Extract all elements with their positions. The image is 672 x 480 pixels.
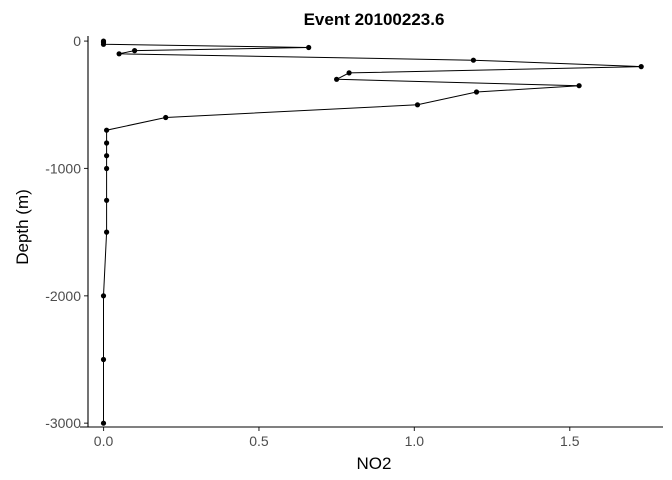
data-point [104, 127, 110, 133]
x-tick-label: 0.0 [94, 433, 114, 449]
x-axis-title: NO2 [357, 454, 392, 473]
data-point [100, 41, 107, 47]
y-tick-label: 0 [73, 33, 81, 49]
x-axis-ticks: 0.0 0.5 1.0 1.5 [94, 427, 580, 449]
data-points [100, 38, 644, 426]
data-point [576, 83, 582, 89]
data-point [104, 229, 110, 235]
y-axis-ticks: 0 -1000 -2000 -3000 [45, 33, 88, 431]
x-tick-label: 0.5 [249, 433, 269, 449]
y-tick-label: -1000 [45, 160, 81, 176]
data-point [470, 57, 476, 63]
data-point [473, 89, 480, 95]
data-point [104, 165, 110, 172]
data-point [104, 153, 110, 159]
y-axis-title: Depth (m) [13, 189, 32, 265]
data-point [104, 197, 110, 203]
data-point [334, 76, 340, 82]
data-point [100, 420, 107, 426]
series-line [103, 41, 642, 424]
x-tick-label: 1.5 [560, 433, 580, 449]
data-point [306, 44, 312, 51]
data-point [163, 114, 169, 121]
y-tick-label: -3000 [45, 415, 81, 431]
data-point [104, 140, 110, 146]
data-point [346, 70, 352, 76]
data-point [100, 356, 107, 363]
x-tick-label: 1.0 [405, 433, 425, 449]
data-point [100, 293, 107, 299]
data-point [116, 51, 122, 57]
chart-title: Event 20100223.6 [304, 10, 445, 29]
data-point [132, 48, 138, 54]
y-tick-label: -2000 [45, 288, 81, 304]
data-point [638, 64, 644, 70]
data-point [414, 102, 421, 108]
